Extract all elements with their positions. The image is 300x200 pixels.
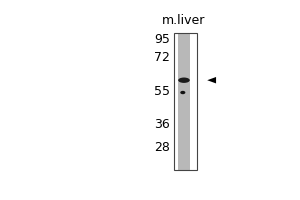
Text: 28: 28 (154, 141, 170, 154)
Text: m.liver: m.liver (162, 14, 206, 27)
Bar (173, 33, 197, 170)
Ellipse shape (180, 91, 185, 94)
Text: 72: 72 (154, 51, 170, 64)
Bar (178, 33, 190, 170)
Text: 55: 55 (154, 85, 170, 98)
Polygon shape (207, 77, 216, 83)
Text: 36: 36 (154, 118, 170, 131)
Ellipse shape (178, 78, 190, 83)
Text: 95: 95 (154, 33, 170, 46)
